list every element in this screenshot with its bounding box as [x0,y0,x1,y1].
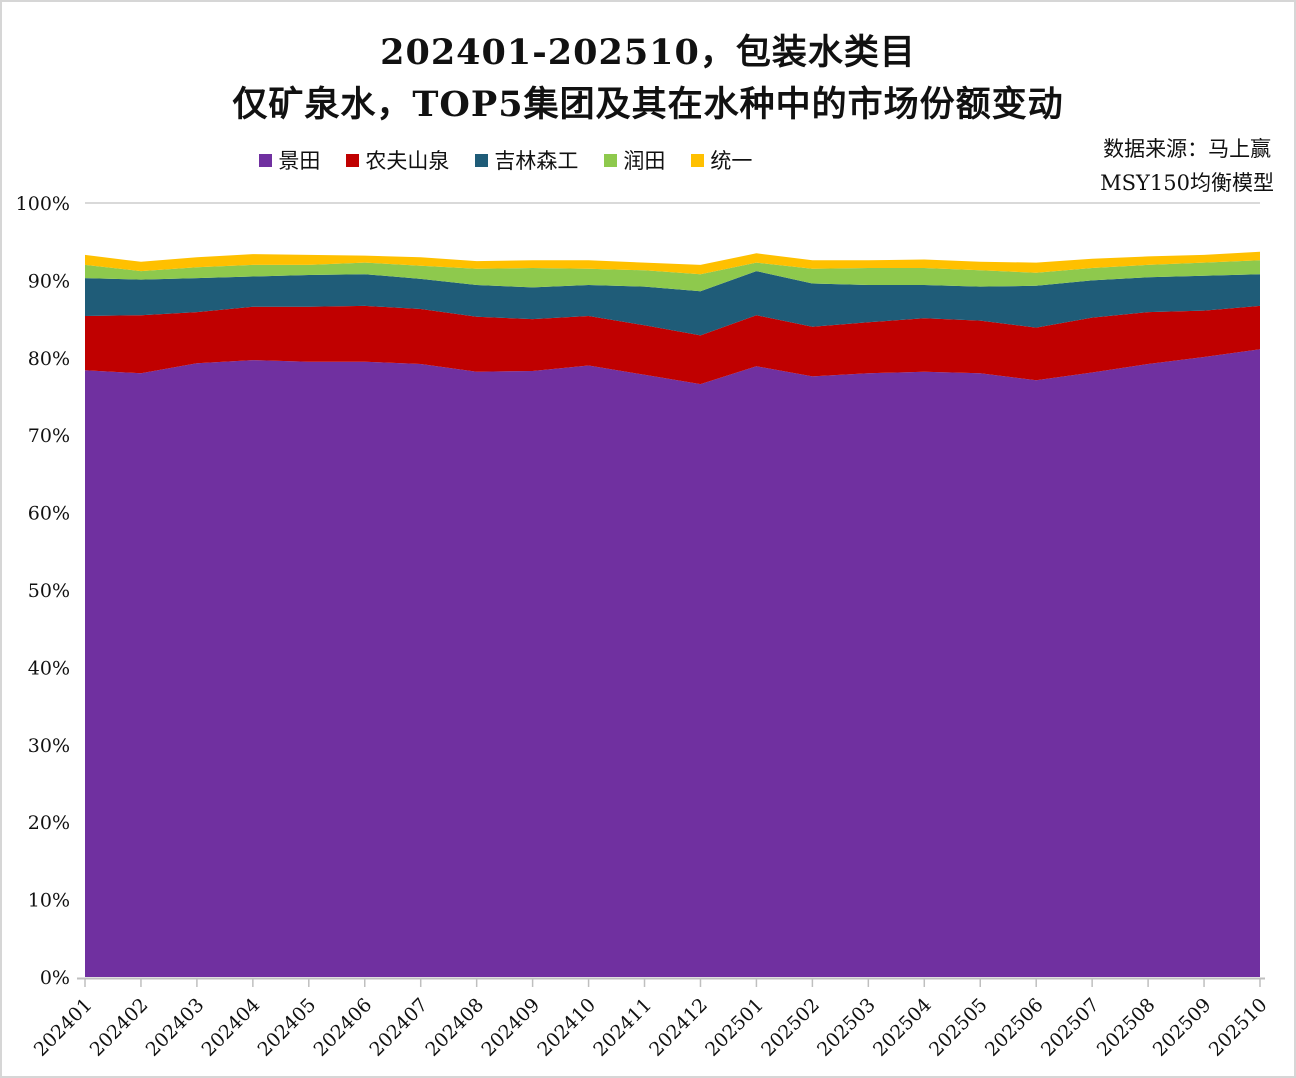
legend-swatch-tongyi [691,153,705,167]
x-axis-label: 202408 [421,994,488,1061]
x-axis-label: 202403 [142,994,209,1061]
legend-label-jingtian: 景田 [278,149,321,173]
chart-title-line1: 202401-202510，包装水类目 [380,32,916,73]
x-axis-label: 202406 [309,994,376,1061]
x-axis-label: 202502 [757,994,824,1061]
x-axis-label: 202501 [701,994,768,1061]
y-axis-label: 10% [28,890,70,912]
legend-label-tongyi: 统一 [710,149,753,173]
data-source-line2: MSY150均衡模型 [1100,171,1274,196]
legend-swatch-runtian [604,153,618,167]
x-axis-label: 202503 [813,994,880,1061]
x-axis-label: 202504 [869,994,936,1061]
y-axis-label: 90% [28,270,70,292]
x-axis-label: 202506 [981,994,1048,1061]
x-axis-label: 202409 [477,994,544,1061]
area-series-runtian [85,260,1260,292]
x-axis-label: 202412 [645,994,712,1061]
legend-item-tongyi: 统一 [691,145,752,175]
legend-item-jilinsengong: 吉林森工 [475,145,578,175]
x-axis-label: 202508 [1093,994,1160,1061]
data-source: 数据来源：马上赢 MSY150均衡模型 [1100,132,1274,200]
x-axis-label: 202404 [198,994,265,1061]
y-axis-label: 20% [28,812,70,834]
area-series-jingtian [85,349,1260,977]
x-axis-label: 202509 [1149,994,1216,1061]
x-axis-label: 202407 [365,994,432,1061]
area-series-tongyi [85,251,1260,275]
y-axis-label: 50% [28,580,70,602]
x-axis-label: 202411 [589,994,656,1061]
y-axis-label: 30% [28,735,70,757]
chart-title-line2: 仅矿泉水，TOP5集团及其在水种中的市场份额变动 [232,84,1064,125]
y-axis-label: 0% [40,967,70,989]
legend-swatch-jingtian [259,153,273,167]
x-axis-label: 202507 [1037,994,1104,1061]
legend-swatch-nongfushanquan [346,153,360,167]
data-source-line1: 数据来源：马上赢 [1103,137,1272,161]
x-axis-label: 202405 [254,994,321,1061]
y-axis-label: 80% [28,348,70,370]
legend-label-jilinsengong: 吉林森工 [494,149,579,173]
legend-label-nongfushanquan: 农夫山泉 [365,149,450,173]
y-axis-label: 60% [28,503,70,525]
legend-swatch-jilinsengong [475,153,489,167]
x-axis-label: 202410 [533,994,600,1061]
legend-item-runtian: 润田 [604,145,665,175]
x-axis-label: 202401 [30,994,97,1061]
y-axis-label: 100% [16,193,70,215]
x-axis-label: 202402 [86,994,153,1061]
legend: 景田 农夫山泉 吉林森工 润田 统一 [2,145,1010,175]
y-axis-label: 40% [28,657,70,679]
x-axis-label: 202505 [925,994,992,1061]
legend-item-jingtian: 景田 [259,145,320,175]
area-series-jilinsengong [85,271,1260,336]
legend-item-nongfushanquan: 农夫山泉 [346,145,449,175]
area-series-nongfushanquan [85,305,1260,385]
x-axis-label: 202510 [1205,994,1272,1061]
y-axis-label: 70% [28,425,70,447]
legend-label-runtian: 润田 [623,149,666,173]
